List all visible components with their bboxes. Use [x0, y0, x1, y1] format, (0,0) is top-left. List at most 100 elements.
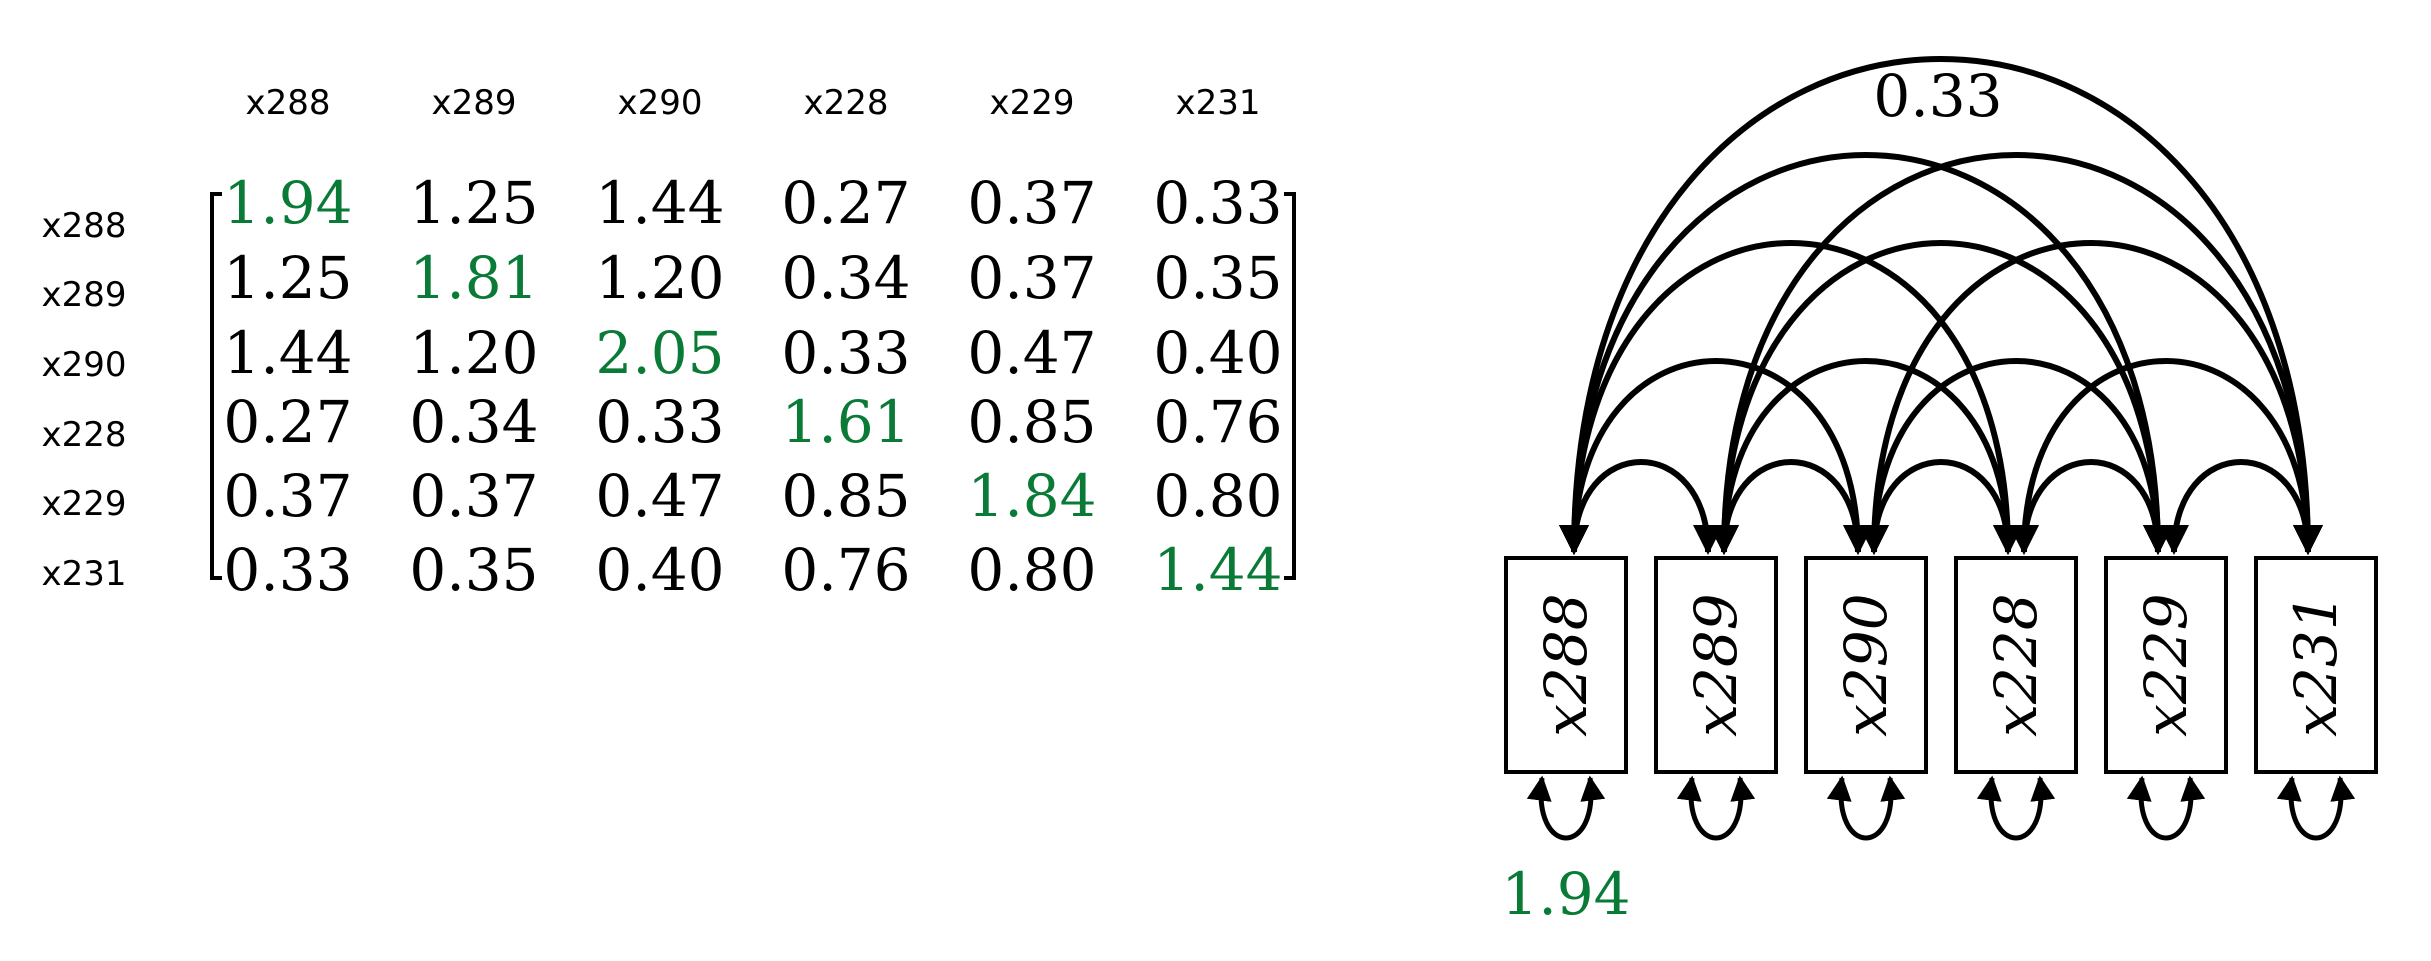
matrix-cell: 0.35: [409, 536, 538, 604]
covariance-arc: [1709, 240, 2173, 555]
covariance-arc: [1709, 459, 1873, 555]
matrix-diagonal-cell: 1.84: [967, 462, 1096, 530]
node-box: [2254, 556, 2378, 774]
matrix-left-bracket: [210, 192, 222, 580]
node-label: x231: [2282, 593, 2350, 736]
matrix-diagonal-cell: 1.44: [1153, 536, 1282, 604]
matrix-cell: 1.44: [223, 319, 352, 387]
covariance-arc: [1559, 459, 1723, 555]
variance-loops: [1526, 775, 2356, 841]
matrix-column-label: x290: [617, 83, 702, 123]
node-x288: x288: [1504, 556, 1628, 774]
matrix-cell: 0.47: [967, 319, 1096, 387]
matrix-row-labels: x288 x289 x290 x228 x229 x231: [41, 206, 126, 594]
matrix-cell: 0.33: [223, 536, 352, 604]
matrix-cell: 0.27: [781, 169, 910, 237]
matrix-diagonal-cell: 1.81: [409, 244, 538, 312]
node-label: x289: [1682, 593, 1750, 736]
node-label: x288: [1532, 593, 1600, 736]
matrix-row-label: x231: [41, 554, 126, 594]
matrix-cell: 0.33: [781, 319, 910, 387]
matrix-cell: 0.85: [967, 388, 1096, 456]
matrix-right-bracket: [1284, 192, 1296, 580]
variance-loop: [1676, 775, 1756, 841]
matrix-cell: 0.37: [967, 169, 1096, 237]
matrix-column-label: x288: [245, 83, 330, 123]
node-label: x290: [1832, 593, 1900, 736]
matrix-cell: 0.33: [595, 388, 724, 456]
matrix-row-label: x229: [41, 484, 126, 524]
node-box: [2104, 556, 2228, 774]
node-x228: x228: [1954, 556, 2078, 774]
matrix-cell: 0.85: [781, 462, 910, 530]
matrix-cell: 0.76: [1153, 388, 1282, 456]
matrix-row-label: x289: [41, 275, 126, 315]
matrix-cell: 0.37: [223, 462, 352, 530]
variance-loop: [2276, 775, 2356, 841]
covariance-arc: [1559, 152, 2173, 555]
node-label: x229: [2132, 593, 2200, 736]
matrix-cell: 1.20: [595, 244, 724, 312]
covariance-arc: [2009, 459, 2173, 555]
matrix-column-labels: x288 x289 x290 x228 x229 x231: [245, 83, 1260, 123]
matrix-cell: 0.34: [781, 244, 910, 312]
covariance-matrix: x288 x289 x290 x228 x229 x231 x288 x289 x290 x22…: [41, 83, 1296, 604]
matrix-cell: 1.44: [595, 169, 724, 237]
covariance-arc: [1709, 358, 2023, 555]
node-x290: x290: [1804, 556, 1928, 774]
node-box: [1654, 556, 1778, 774]
covariance-arc: [1559, 240, 2023, 555]
node-label: x228: [1982, 593, 2050, 736]
top-arc-label: 0.33: [1873, 62, 2002, 130]
matrix-diagonal-cell: 2.05: [595, 319, 724, 387]
matrix-cell: 0.80: [1153, 462, 1282, 530]
matrix-cell: 1.20: [409, 319, 538, 387]
matrix-cells: 1.94 1.25 1.44 0.27 0.37 0.331.25 1.81 1.20 0.34…: [223, 169, 1282, 604]
covariance-arc: [1859, 240, 2323, 555]
node-box: [1954, 556, 2078, 774]
matrix-row-label: x290: [41, 345, 126, 385]
matrix-cell: 0.27: [223, 388, 352, 456]
node-x289: x289: [1654, 556, 1778, 774]
variance-loop: [1826, 775, 1906, 841]
matrix-column-label: x231: [1175, 83, 1260, 123]
covariance-arc: [1859, 358, 2173, 555]
variance-loop: [2126, 775, 2206, 841]
matrix-cell: 0.37: [409, 462, 538, 530]
matrix-cell: 0.40: [1153, 319, 1282, 387]
covariance-arc: [1559, 56, 2323, 555]
observed-variable-nodes: x288 x289 x290 x228 x229 x231: [1504, 556, 2378, 774]
matrix-cell: 0.47: [595, 462, 724, 530]
matrix-diagonal-cell: 1.61: [781, 388, 910, 456]
path-diagram: x288 x289 x290 x228 x229 x231 0.33 1.94: [1501, 56, 2378, 928]
node-x231: x231: [2254, 556, 2378, 774]
matrix-cell: 0.33: [1153, 169, 1282, 237]
matrix-cell: 0.80: [967, 536, 1096, 604]
variance-label: 1.94: [1501, 860, 1630, 928]
node-box: [1804, 556, 1928, 774]
matrix-diagonal-cell: 1.94: [223, 169, 352, 237]
matrix-cell: 0.34: [409, 388, 538, 456]
matrix-row-label: x288: [41, 206, 126, 246]
variance-loop: [1526, 775, 1606, 841]
variance-loop: [1976, 775, 2056, 841]
covariance-arc: [2159, 459, 2323, 555]
matrix-cell: 0.35: [1153, 244, 1282, 312]
node-x229: x229: [2104, 556, 2228, 774]
covariance-arc: [2009, 358, 2323, 555]
matrix-cell: 1.25: [223, 244, 352, 312]
matrix-cell: 0.40: [595, 536, 724, 604]
matrix-row-label: x228: [41, 415, 126, 455]
matrix-column-label: x229: [989, 83, 1074, 123]
covariance-arc: [1559, 358, 1873, 555]
covariance-arcs: [1559, 56, 2323, 555]
covariance-arc: [1709, 152, 2323, 555]
matrix-column-label: x289: [431, 83, 516, 123]
matrix-cell: 1.25: [409, 169, 538, 237]
covariance-arc: [1859, 459, 2023, 555]
matrix-column-label: x228: [803, 83, 888, 123]
matrix-cell: 0.37: [967, 244, 1096, 312]
node-box: [1504, 556, 1628, 774]
matrix-cell: 0.76: [781, 536, 910, 604]
